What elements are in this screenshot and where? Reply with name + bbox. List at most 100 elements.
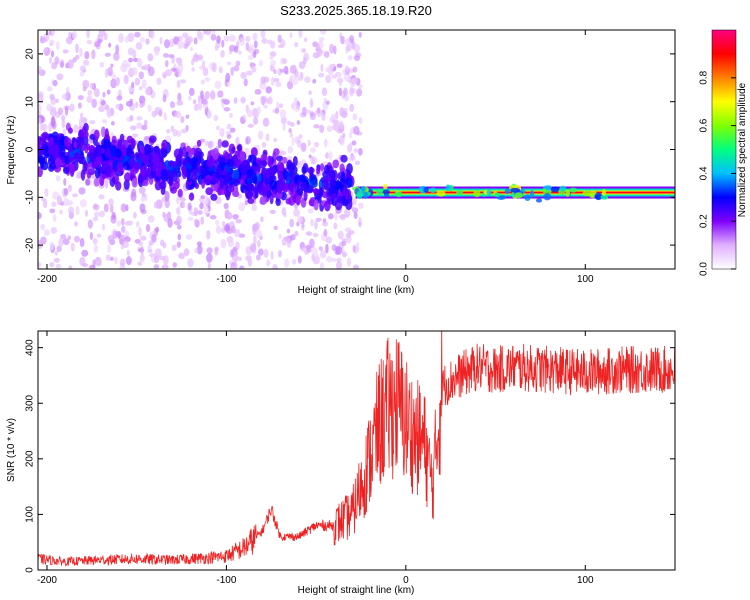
spectral-speckle [169,101,176,109]
spectral-speckle [213,114,219,122]
spectral-speckle [38,262,42,268]
spectral-blob [246,183,255,192]
spectral-speckle [341,240,347,247]
stable-line-blob [514,192,524,199]
spectral-speckle [164,60,169,68]
spectral-speckle [141,79,147,89]
spectral-speckle [334,211,339,221]
spectral-speckle [75,173,81,179]
spectral-blob [38,141,42,150]
spectral-speckle [55,175,61,182]
spectral-speckle [231,225,236,234]
spectral-speckle [61,93,69,100]
spectral-speckle [297,255,302,264]
spectral-speckle [44,187,49,198]
spectral-speckle [226,61,232,66]
spectral-speckle [98,194,105,200]
spectral-speckle [154,248,162,258]
spectral-speckle [185,114,190,119]
spectral-blob [212,177,219,184]
spectral-blob [319,163,325,172]
spectral-speckle [176,79,181,89]
spectral-speckle [188,95,192,101]
spectral-speckle [133,211,137,219]
spectral-speckle [311,247,318,256]
stable-line-blob [361,185,366,192]
spectral-speckle [108,42,112,48]
spectral-speckle [155,226,160,233]
spectral-speckle [272,266,277,269]
spectral-speckle [250,101,255,106]
spectral-speckle [265,86,272,94]
spectral-speckle [67,235,72,241]
spectral-blob [266,190,273,197]
spectral-speckle [49,241,55,251]
spectral-speckle [336,257,342,263]
spectral-blob [294,175,299,184]
spectral-speckle [63,238,70,245]
spectral-blob [233,169,240,180]
spectral-blob [168,160,175,167]
spectral-speckle [297,75,304,82]
spectral-speckle [180,79,186,84]
spectral-speckle [273,78,280,83]
spectral-speckle [294,230,299,237]
spectral-speckle [204,194,209,205]
spectral-speckle [204,30,212,36]
spectral-speckle [257,239,261,248]
spectral-speckle [234,228,241,238]
spectral-blob [342,188,349,195]
spectral-speckle [353,211,358,219]
spectral-speckle [233,65,240,72]
spectral-speckle [110,132,114,137]
spectral-speckle [233,97,238,104]
x-tick-label: -200 [37,575,57,586]
spectral-blob [346,163,353,175]
spectral-blob [302,163,309,174]
spectral-speckle [139,254,145,262]
spectral-speckle [258,59,264,67]
spectral-speckle [358,147,363,156]
snr-series-group [38,331,675,568]
spectral-speckle [106,107,112,118]
spectral-speckle [176,195,180,205]
y-tick-label: 20 [25,48,36,60]
spectral-blob [181,167,187,180]
spectral-speckle [257,130,264,140]
spectral-speckle [201,59,206,69]
spectral-blob [182,146,187,158]
spectral-speckle [238,256,242,262]
spectral-speckle [308,90,312,96]
spectral-speckle [245,42,250,51]
spectral-blob [84,131,89,139]
spectral-speckle [342,132,346,138]
spectral-blob [124,172,132,182]
spectral-blob [316,166,321,175]
spectral-speckle [253,40,258,49]
spectral-speckle [349,78,356,88]
spectral-blob [292,155,298,167]
spectral-speckle [269,51,277,57]
spectral-speckle [125,256,132,266]
spectral-blob [329,170,336,179]
spectral-speckle [121,240,129,249]
spectral-speckle [291,136,295,146]
spectral-blob [221,140,229,148]
spectral-speckle [49,262,55,268]
spectral-speckle [340,136,345,147]
spectral-speckle [226,123,232,130]
spectral-speckle [333,119,340,126]
spectral-speckle [310,147,316,153]
spectral-speckle [48,30,52,36]
spectral-speckle [221,39,225,48]
spectrogram-marks [38,30,675,269]
spectral-speckle [49,39,55,46]
spectral-speckle [229,34,236,42]
spectral-speckle [353,148,359,154]
spectral-speckle [279,151,287,156]
spectral-speckle [107,234,115,243]
spectral-speckle [145,87,152,96]
spectral-speckle [74,221,78,227]
spectral-blob [212,148,219,160]
